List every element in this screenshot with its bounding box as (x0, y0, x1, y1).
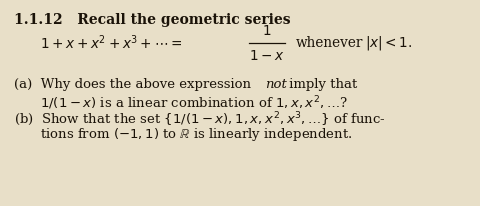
Text: $1+x+x^2+x^3+\cdots =$: $1+x+x^2+x^3+\cdots =$ (40, 34, 182, 52)
Text: not: not (265, 78, 287, 91)
Text: (a)  Why does the above expression: (a) Why does the above expression (14, 78, 255, 91)
Text: $1$: $1$ (262, 24, 272, 38)
Text: imply that: imply that (285, 78, 357, 91)
Text: $1/(1-x)$ is a linear combination of $1, x, x^2,\ldots$?: $1/(1-x)$ is a linear combination of $1,… (40, 94, 348, 112)
Text: (b)  Show that the set $\{1/(1-x), 1,x,x^2,x^3,\ldots\}$ of func-: (b) Show that the set $\{1/(1-x), 1,x,x^… (14, 110, 386, 128)
Text: whenever: whenever (296, 36, 363, 50)
Text: $1-x$: $1-x$ (249, 49, 285, 63)
Text: $|x|<1.$: $|x|<1.$ (365, 34, 412, 52)
Text: tions from $(-1,1)$ to $\mathbb{R}$ is linearly independent.: tions from $(-1,1)$ to $\mathbb{R}$ is l… (40, 126, 353, 143)
Text: 1.1.12   Recall the geometric series: 1.1.12 Recall the geometric series (14, 13, 290, 27)
